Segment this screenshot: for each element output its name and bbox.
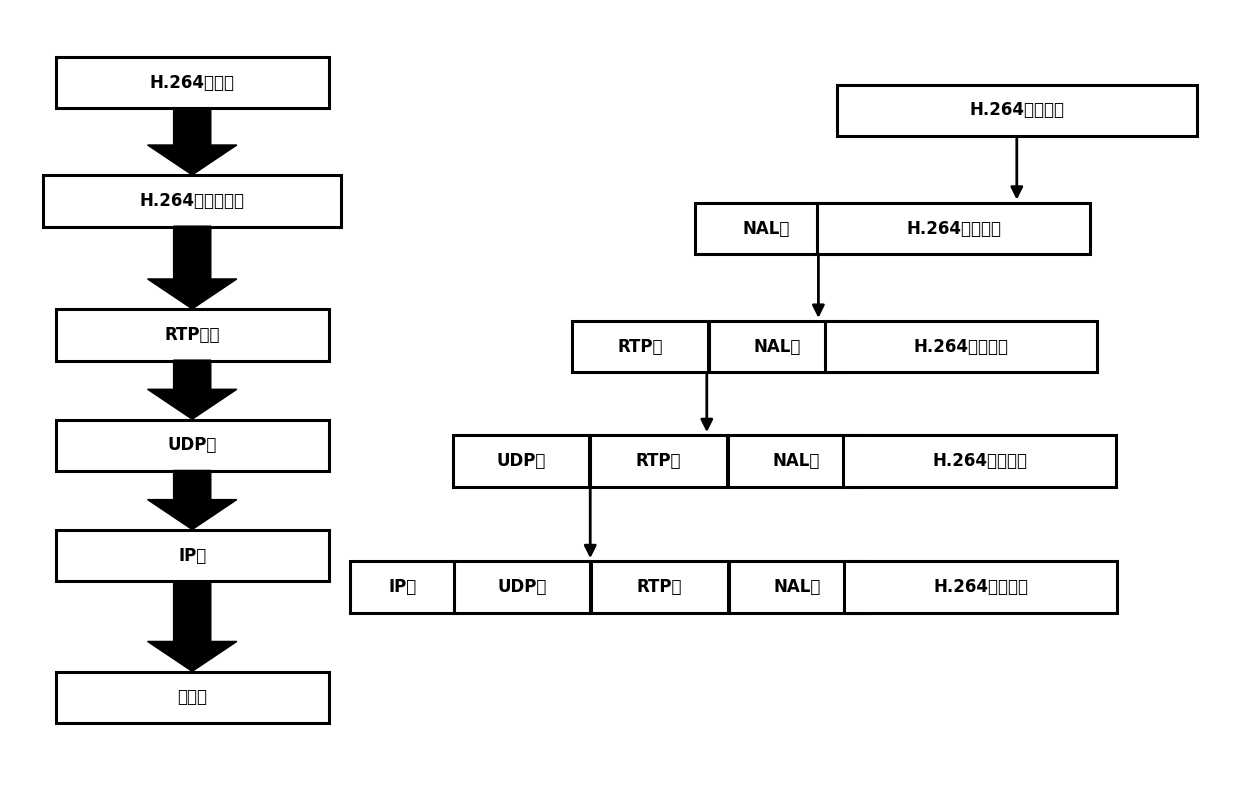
Bar <box>56 671 329 723</box>
Bar <box>454 561 590 613</box>
Text: RTP封装: RTP封装 <box>165 326 219 344</box>
Text: H.264编码数据: H.264编码数据 <box>906 220 1001 237</box>
Text: RTP头: RTP头 <box>618 338 662 355</box>
Text: UDP头: UDP头 <box>497 578 547 596</box>
Bar <box>844 561 1117 613</box>
Bar <box>817 203 1090 254</box>
Text: RTP头: RTP头 <box>637 578 682 596</box>
Bar <box>590 435 727 487</box>
Bar <box>729 561 866 613</box>
Bar <box>56 419 329 471</box>
Text: NAL头: NAL头 <box>754 338 801 355</box>
Text: H.264编码数据: H.264编码数据 <box>932 452 1027 470</box>
Bar <box>43 175 341 227</box>
Text: IP头: IP头 <box>389 578 417 596</box>
Text: H.264编码层: H.264编码层 <box>150 74 234 91</box>
Bar <box>56 58 329 108</box>
Bar <box>56 530 329 582</box>
Bar <box>709 322 846 372</box>
Text: H.264编码数据: H.264编码数据 <box>914 338 1008 355</box>
Polygon shape <box>148 108 237 175</box>
Text: H.264网络抽象层: H.264网络抽象层 <box>140 192 244 210</box>
Text: H.264编码数据: H.264编码数据 <box>934 578 1028 596</box>
Bar <box>351 561 456 613</box>
Text: NAL头: NAL头 <box>743 220 790 237</box>
Bar <box>56 310 329 361</box>
Bar <box>843 435 1116 487</box>
Bar <box>591 561 728 613</box>
Text: H.264编码数据: H.264编码数据 <box>970 102 1064 119</box>
Polygon shape <box>148 360 237 419</box>
Text: NAL头: NAL头 <box>774 578 821 596</box>
Bar <box>825 322 1097 372</box>
Bar <box>837 84 1197 136</box>
Text: RTP头: RTP头 <box>636 452 681 470</box>
Bar <box>694 203 838 254</box>
Bar <box>572 322 708 372</box>
Bar <box>453 435 589 487</box>
Text: 物理层: 物理层 <box>177 689 207 706</box>
Bar <box>728 435 864 487</box>
Polygon shape <box>148 226 237 309</box>
Text: NAL头: NAL头 <box>773 452 820 470</box>
Polygon shape <box>148 470 237 530</box>
Text: UDP头: UDP头 <box>496 452 546 470</box>
Text: UDP层: UDP层 <box>167 437 217 454</box>
Polygon shape <box>148 581 237 671</box>
Text: IP层: IP层 <box>179 547 206 564</box>
